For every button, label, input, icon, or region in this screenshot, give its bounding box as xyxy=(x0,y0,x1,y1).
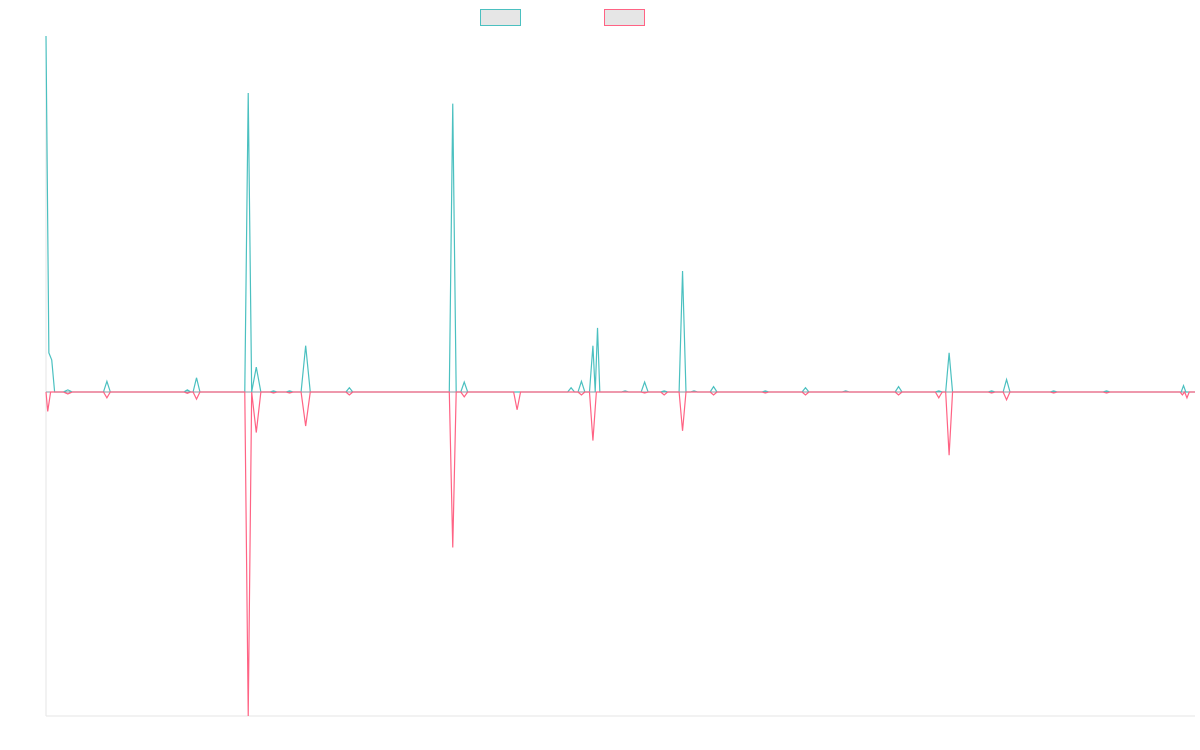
legend xyxy=(480,9,645,26)
legend-swatch-2[interactable] xyxy=(604,9,645,26)
legend-swatch-1[interactable] xyxy=(480,9,521,26)
series-line-1 xyxy=(45,35,1195,393)
series-group xyxy=(45,35,1195,717)
series-line-2 xyxy=(45,390,1195,717)
axes xyxy=(45,36,1195,717)
